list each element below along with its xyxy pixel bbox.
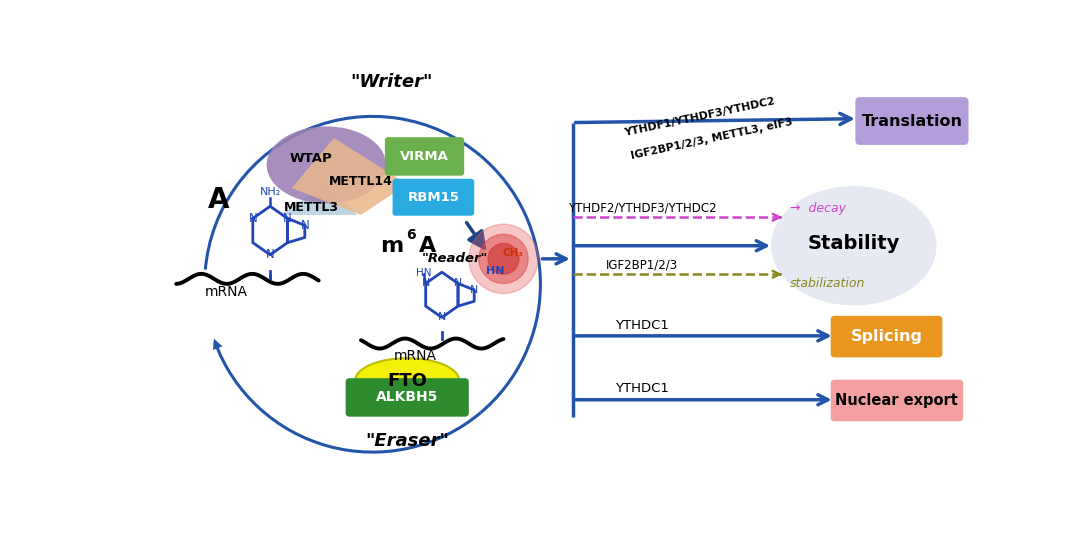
Circle shape — [488, 244, 518, 274]
Text: VIRMA: VIRMA — [400, 150, 449, 163]
Text: HN: HN — [486, 266, 505, 276]
FancyBboxPatch shape — [346, 378, 469, 417]
Text: RBM15: RBM15 — [407, 191, 459, 204]
Text: N: N — [300, 219, 309, 232]
Text: →  decay: → decay — [789, 201, 846, 214]
Text: NH₂: NH₂ — [259, 187, 281, 197]
Ellipse shape — [355, 358, 459, 403]
Text: N: N — [283, 212, 292, 225]
Text: N: N — [454, 279, 462, 288]
Text: N: N — [437, 313, 446, 322]
Text: mRNA: mRNA — [393, 349, 436, 363]
Text: IGF2BP1/2/3, METTL3, eIF3: IGF2BP1/2/3, METTL3, eIF3 — [630, 117, 793, 161]
Text: HN: HN — [416, 268, 432, 278]
Polygon shape — [280, 184, 357, 215]
Text: N: N — [421, 279, 430, 288]
Text: ALKBH5: ALKBH5 — [376, 390, 438, 404]
Text: N: N — [248, 212, 257, 225]
Text: IGF2BP1/2/3: IGF2BP1/2/3 — [606, 259, 678, 272]
Text: A: A — [207, 186, 229, 213]
Text: 6: 6 — [406, 228, 416, 242]
Text: FTO: FTO — [388, 372, 427, 389]
Text: YTHDF1/YTHDF3/YTHDC2: YTHDF1/YTHDF3/YTHDC2 — [623, 96, 777, 138]
Polygon shape — [292, 138, 407, 215]
Text: N: N — [470, 285, 478, 295]
Text: CH₃: CH₃ — [503, 248, 524, 259]
FancyBboxPatch shape — [855, 97, 969, 145]
Text: N: N — [266, 248, 274, 261]
Text: YTHDC1: YTHDC1 — [616, 319, 669, 332]
FancyBboxPatch shape — [831, 380, 963, 421]
Circle shape — [469, 224, 538, 294]
Text: WTAP: WTAP — [289, 152, 333, 165]
Text: "Writer": "Writer" — [351, 73, 433, 91]
Text: Translation: Translation — [862, 113, 962, 129]
Text: A: A — [419, 236, 436, 256]
Text: "Eraser": "Eraser" — [365, 431, 449, 450]
Ellipse shape — [267, 126, 386, 204]
Text: stabilization: stabilization — [789, 277, 865, 290]
Text: Splicing: Splicing — [851, 329, 922, 344]
Text: Stability: Stability — [808, 234, 900, 253]
Text: Nuclear export: Nuclear export — [836, 393, 958, 408]
Text: mRNA: mRNA — [205, 285, 247, 299]
Text: m: m — [380, 236, 403, 256]
Text: METTL14: METTL14 — [329, 176, 393, 188]
Text: METTL3: METTL3 — [283, 201, 338, 214]
Circle shape — [478, 234, 528, 284]
FancyBboxPatch shape — [392, 179, 474, 215]
FancyBboxPatch shape — [384, 137, 464, 176]
Text: YTHDF2/YTHDF3/YTHDC2: YTHDF2/YTHDF3/YTHDC2 — [568, 201, 716, 214]
Ellipse shape — [771, 186, 936, 306]
FancyBboxPatch shape — [831, 316, 943, 357]
Text: "Reader": "Reader" — [422, 252, 488, 265]
Text: YTHDC1: YTHDC1 — [616, 382, 669, 395]
